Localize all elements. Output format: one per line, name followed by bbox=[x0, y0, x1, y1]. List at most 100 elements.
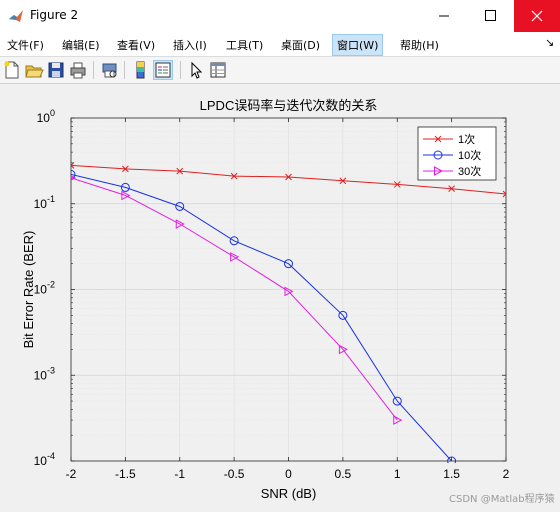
y-tick-label: 10-2 bbox=[34, 280, 55, 297]
data-point bbox=[392, 396, 402, 406]
series-10次 bbox=[71, 169, 457, 463]
data-point bbox=[338, 310, 348, 320]
x-axis-label: SNR (dB) bbox=[261, 486, 317, 501]
x-tick-label: 2 bbox=[503, 467, 510, 481]
x-tick-label: -1 bbox=[174, 467, 185, 481]
data-point bbox=[502, 193, 506, 198]
x-tick-label: 0.5 bbox=[335, 467, 352, 481]
open-icon bbox=[25, 65, 44, 78]
print-button[interactable] bbox=[68, 60, 88, 80]
series-lines bbox=[71, 162, 506, 463]
legend-box bbox=[417, 126, 497, 181]
print-preview-button[interactable] bbox=[99, 60, 119, 80]
x-tick-label: 0 bbox=[285, 467, 292, 481]
data-point bbox=[339, 177, 347, 185]
menu-edit[interactable]: 编辑(E) bbox=[62, 39, 100, 52]
menu-desktop[interactable]: 桌面(D) bbox=[281, 39, 321, 52]
watermark: CSDN @Matlab程序猿 bbox=[449, 494, 555, 505]
save-icon bbox=[48, 62, 64, 78]
y-tick-label: 10-1 bbox=[34, 194, 55, 211]
matlab-icon bbox=[9, 10, 23, 22]
menu-tools[interactable]: 工具(T) bbox=[226, 39, 264, 52]
data-point bbox=[284, 259, 293, 269]
legend[interactable]: 1次 10次 30次 bbox=[417, 126, 497, 181]
save-button[interactable] bbox=[46, 60, 66, 80]
legend-label: 1次 bbox=[458, 132, 475, 146]
data-point bbox=[284, 286, 294, 297]
data-point bbox=[120, 182, 130, 192]
legend-entries: 1次 10次 30次 bbox=[423, 132, 481, 178]
data-point bbox=[121, 190, 131, 201]
legend-icon bbox=[155, 62, 171, 78]
menu-insert[interactable]: 插入(I) bbox=[173, 39, 207, 52]
data-point bbox=[229, 236, 239, 246]
chart-title: LPDC误码率与迭代次数的关系 bbox=[200, 98, 378, 113]
pointer-button[interactable] bbox=[186, 60, 206, 80]
print-icon bbox=[70, 62, 86, 79]
data-point bbox=[502, 190, 506, 195]
data-point bbox=[447, 456, 457, 463]
window-title: Figure 2 bbox=[30, 8, 79, 22]
maximize-icon bbox=[485, 10, 496, 21]
y-axis-label: Bit Error Rate (BER) bbox=[21, 231, 36, 349]
close-button[interactable] bbox=[514, 0, 560, 32]
toolbar-separator bbox=[124, 61, 125, 79]
data-point bbox=[434, 135, 442, 143]
close-icon bbox=[531, 10, 543, 22]
menu-window[interactable]: 窗口(W) bbox=[332, 34, 384, 56]
minimize-icon bbox=[439, 15, 449, 17]
legend-label: 30次 bbox=[458, 164, 481, 178]
data-point bbox=[71, 175, 77, 181]
minimize-button[interactable] bbox=[421, 0, 467, 32]
title-bar: Figure 2 bbox=[0, 0, 560, 32]
menu-view[interactable]: 查看(V) bbox=[117, 39, 156, 52]
data-point bbox=[71, 169, 76, 179]
data-point bbox=[338, 344, 348, 355]
data-point bbox=[71, 164, 75, 169]
toolbar bbox=[0, 57, 560, 84]
x-tick-label: 1.5 bbox=[443, 467, 460, 481]
x-tick-label: -2 bbox=[66, 467, 77, 481]
new-figure-icon bbox=[4, 61, 19, 79]
series-30次 bbox=[71, 175, 403, 425]
legend-button[interactable] bbox=[153, 60, 173, 80]
colorbar-icon bbox=[136, 61, 145, 79]
y-tick-label: 100 bbox=[37, 108, 55, 125]
data-point bbox=[175, 219, 185, 229]
print-preview-icon bbox=[102, 63, 117, 78]
series-line bbox=[71, 177, 398, 421]
y-tick-label: 10-3 bbox=[34, 365, 55, 382]
property-inspector-button[interactable] bbox=[208, 60, 228, 80]
data-point bbox=[393, 181, 401, 188]
series-1次 bbox=[71, 162, 506, 198]
chevron-icon[interactable]: ↘ bbox=[545, 36, 555, 49]
x-tick-label: -0.5 bbox=[224, 467, 245, 481]
menu-file[interactable]: 文件(F) bbox=[7, 39, 44, 52]
data-point bbox=[434, 166, 444, 176]
x-tick-label: 1 bbox=[394, 467, 401, 481]
menu-bar: 文件(F) 编辑(E) 查看(V) 插入(I) 工具(T) 桌面(D) 窗口(W… bbox=[0, 32, 560, 57]
property-inspector-icon bbox=[210, 62, 226, 78]
data-point bbox=[71, 162, 75, 167]
figure-canvas: -2 -1.5 -1 -0.5 0 0.5 1 1.5 2 100 10-1 10-2 10-3 10-4… bbox=[0, 84, 560, 508]
data-point bbox=[285, 173, 292, 181]
toolbar-separator bbox=[180, 61, 181, 79]
legend-label: 10次 bbox=[458, 148, 481, 162]
new-figure-button[interactable] bbox=[2, 60, 22, 80]
data-point bbox=[175, 201, 185, 211]
data-point bbox=[176, 167, 184, 175]
menu-help[interactable]: 帮助(H) bbox=[400, 39, 439, 52]
colorbar-button[interactable] bbox=[131, 60, 151, 80]
data-point bbox=[230, 172, 238, 180]
data-point bbox=[122, 165, 129, 173]
x-tick-label: -1.5 bbox=[115, 467, 136, 481]
pointer-icon bbox=[191, 61, 203, 79]
maximize-button[interactable] bbox=[467, 0, 513, 32]
data-point bbox=[433, 150, 443, 160]
plot-canvas: -2 -1.5 -1 -0.5 0 0.5 1 1.5 2 100 10-1 10-2 10-3 10-4… bbox=[21, 98, 510, 501]
data-point bbox=[230, 252, 240, 262]
y-tick-label: 10-4 bbox=[34, 451, 55, 468]
axis-ticks: -2 -1.5 -1 -0.5 0 0.5 1 1.5 2 100 10-1 10-2 10-3 10-4 bbox=[34, 108, 510, 481]
series-line bbox=[71, 173, 452, 462]
open-button[interactable] bbox=[24, 60, 44, 80]
